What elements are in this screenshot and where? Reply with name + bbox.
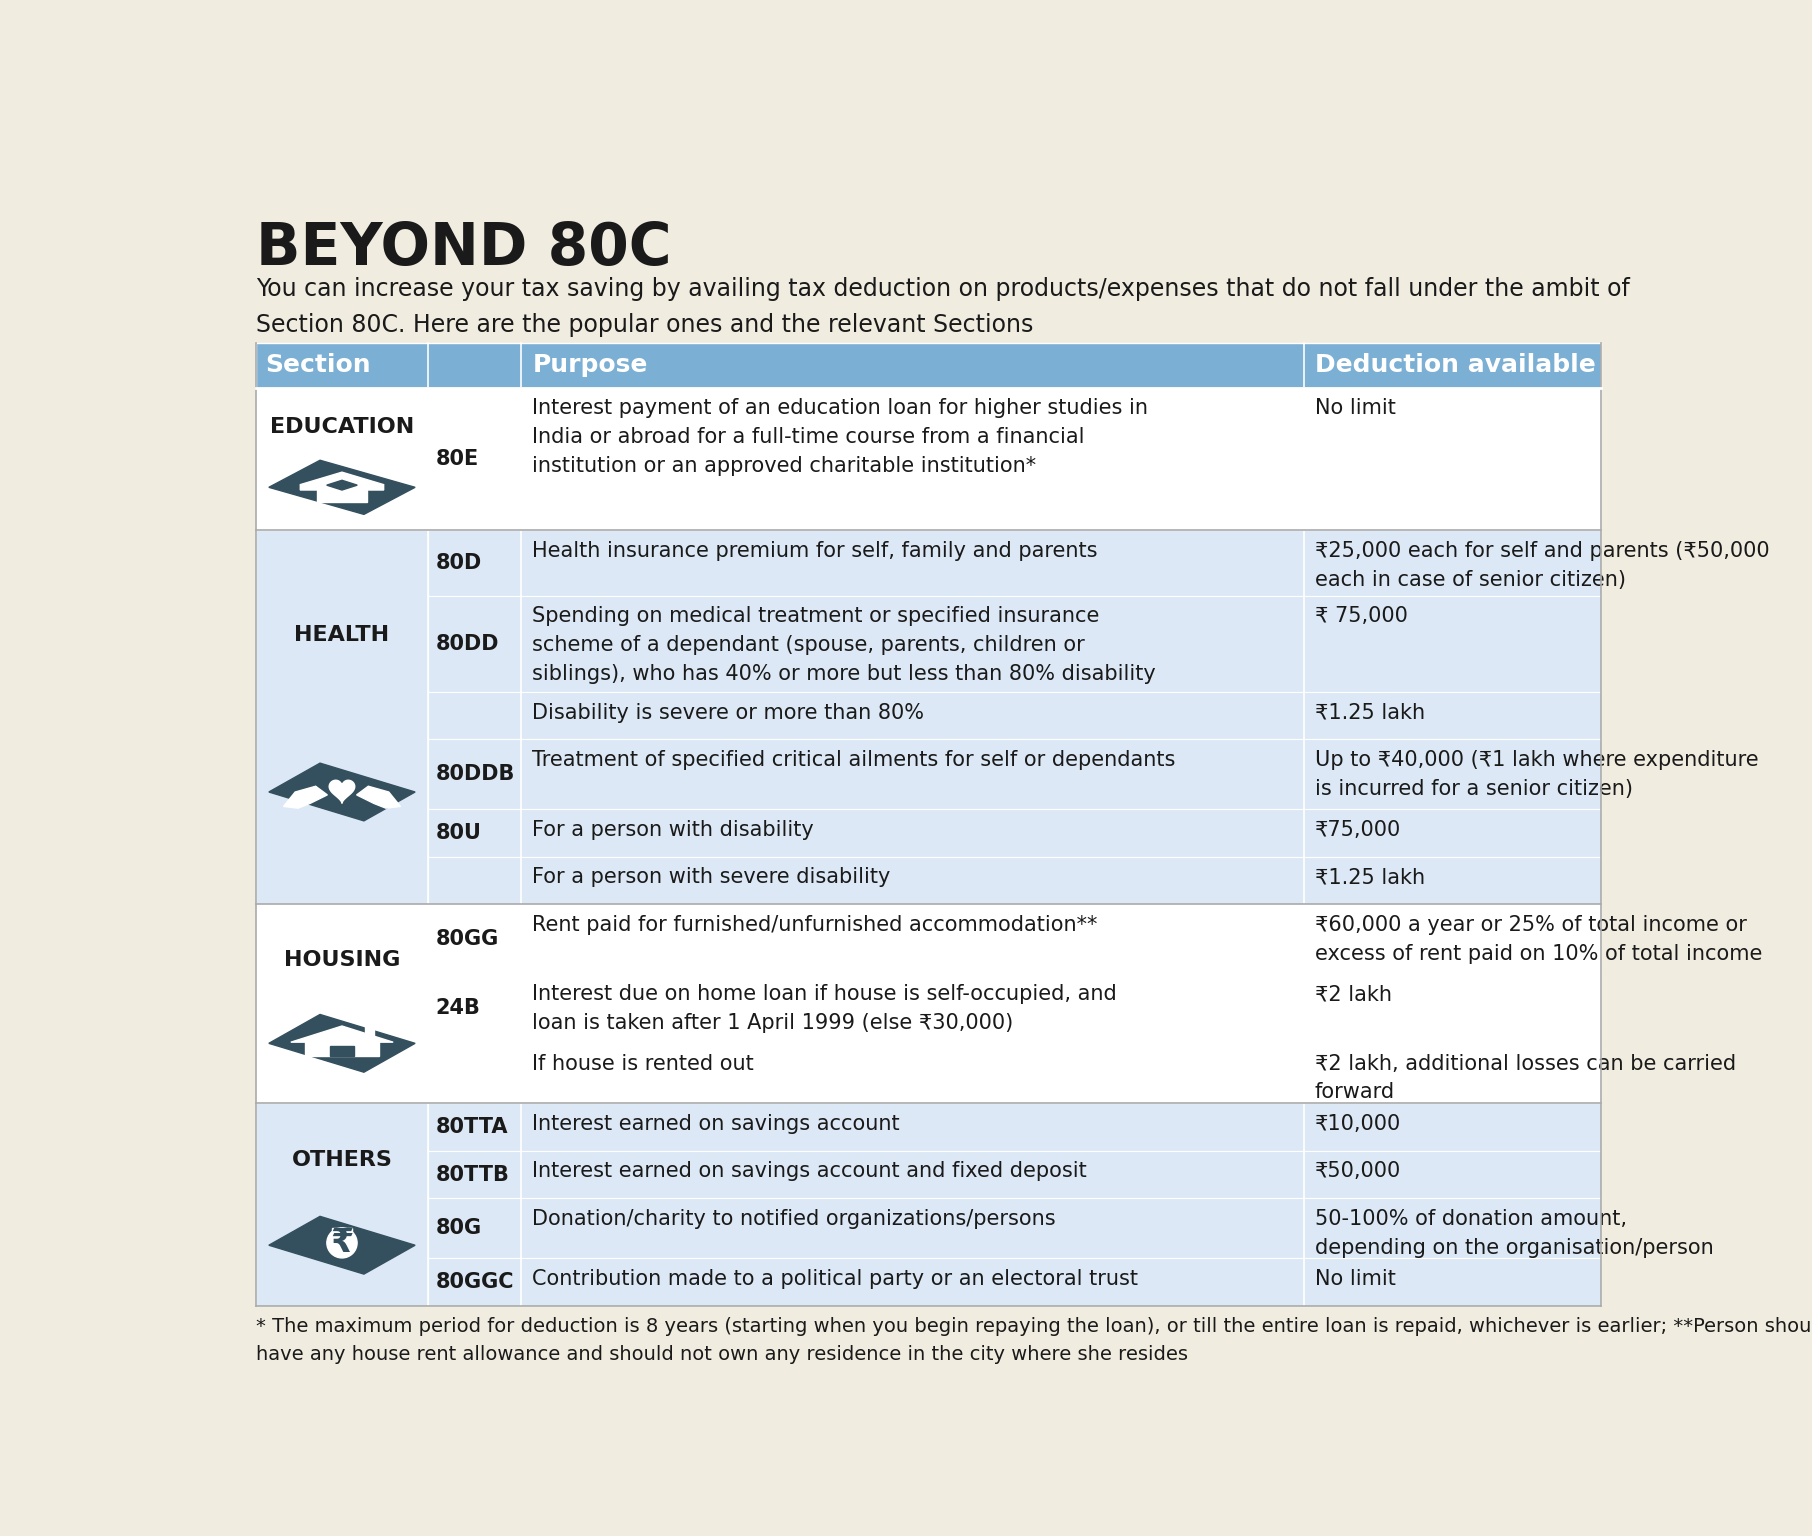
Text: Disability is severe or more than 80%: Disability is severe or more than 80%: [533, 702, 924, 722]
Text: 50-100% of donation amount,
depending on the organisation/person: 50-100% of donation amount, depending on…: [1314, 1209, 1714, 1258]
Text: ₹10,000: ₹10,000: [1314, 1114, 1401, 1134]
FancyBboxPatch shape: [428, 1150, 1602, 1198]
Text: Treatment of specified critical ailments for self or dependants: Treatment of specified critical ailments…: [533, 750, 1176, 770]
Text: Interest earned on savings account: Interest earned on savings account: [533, 1114, 899, 1134]
Text: 80GGC: 80GGC: [435, 1272, 515, 1292]
FancyBboxPatch shape: [428, 1043, 1602, 1103]
Text: ₹1.25 lakh: ₹1.25 lakh: [1314, 702, 1424, 722]
FancyBboxPatch shape: [428, 1198, 1602, 1258]
Polygon shape: [268, 1014, 415, 1072]
FancyBboxPatch shape: [255, 1103, 428, 1306]
FancyBboxPatch shape: [428, 739, 1602, 809]
Text: ₹75,000: ₹75,000: [1314, 820, 1401, 840]
Text: Interest earned on savings account and fixed deposit: Interest earned on savings account and f…: [533, 1161, 1087, 1181]
Polygon shape: [332, 1227, 352, 1232]
Text: HOUSING: HOUSING: [284, 949, 400, 969]
FancyBboxPatch shape: [428, 1258, 1602, 1306]
Text: 80D: 80D: [435, 553, 482, 573]
Polygon shape: [330, 780, 355, 803]
FancyBboxPatch shape: [428, 857, 1602, 905]
Text: Interest due on home loan if house is self-occupied, and
loan is taken after 1 A: Interest due on home loan if house is se…: [533, 985, 1116, 1034]
Text: If house is rented out: If house is rented out: [533, 1054, 754, 1074]
FancyBboxPatch shape: [428, 809, 1602, 857]
Text: 80G: 80G: [435, 1218, 482, 1238]
Circle shape: [326, 1227, 357, 1258]
Text: Rent paid for furnished/unfurnished accommodation**: Rent paid for furnished/unfurnished acco…: [533, 915, 1098, 935]
Text: 80DD: 80DD: [435, 634, 500, 654]
Text: HEALTH: HEALTH: [294, 625, 390, 645]
Text: 80TTB: 80TTB: [435, 1164, 509, 1184]
FancyBboxPatch shape: [428, 691, 1602, 739]
Text: 80E: 80E: [435, 449, 478, 468]
Text: Health insurance premium for self, family and parents: Health insurance premium for self, famil…: [533, 541, 1098, 561]
Polygon shape: [290, 1026, 393, 1043]
Text: ₹2 lakh: ₹2 lakh: [1314, 985, 1392, 1005]
FancyBboxPatch shape: [428, 1103, 1602, 1150]
Text: 80DDB: 80DDB: [435, 763, 515, 785]
Polygon shape: [357, 786, 400, 808]
Text: For a person with severe disability: For a person with severe disability: [533, 868, 890, 888]
FancyBboxPatch shape: [255, 530, 428, 905]
Text: 80GG: 80GG: [435, 929, 498, 949]
FancyBboxPatch shape: [428, 530, 1602, 596]
Text: Purpose: Purpose: [533, 353, 649, 378]
Text: ₹60,000 a year or 25% of total income or
excess of rent paid on 10% of total inc: ₹60,000 a year or 25% of total income or…: [1314, 915, 1761, 965]
Text: EDUCATION: EDUCATION: [270, 418, 415, 438]
Text: No limit: No limit: [1314, 1269, 1395, 1289]
Polygon shape: [268, 763, 415, 820]
Text: Spending on medical treatment or specified insurance
scheme of a dependant (spou: Spending on medical treatment or specifi…: [533, 607, 1156, 684]
Text: No limit: No limit: [1314, 398, 1395, 418]
Text: ₹50,000: ₹50,000: [1314, 1161, 1401, 1181]
Text: ₹25,000 each for self and parents (₹50,000
each in case of senior citizen): ₹25,000 each for self and parents (₹50,0…: [1314, 541, 1769, 590]
FancyBboxPatch shape: [428, 905, 1602, 974]
Text: 80U: 80U: [435, 823, 482, 843]
Text: ₹ 75,000: ₹ 75,000: [1314, 607, 1408, 627]
Text: 80TTA: 80TTA: [435, 1117, 507, 1137]
Text: ₹2 lakh, additional losses can be carried
forward: ₹2 lakh, additional losses can be carrie…: [1314, 1054, 1736, 1103]
Text: BEYOND 80C: BEYOND 80C: [255, 220, 672, 276]
Text: OTHERS: OTHERS: [292, 1150, 393, 1170]
FancyBboxPatch shape: [428, 974, 1602, 1043]
Polygon shape: [301, 472, 384, 490]
Text: Donation/charity to notified organizations/persons: Donation/charity to notified organizatio…: [533, 1209, 1055, 1229]
Polygon shape: [268, 1217, 415, 1273]
Text: 24B: 24B: [435, 998, 480, 1018]
Text: Contribution made to a political party or an electoral trust: Contribution made to a political party o…: [533, 1269, 1138, 1289]
Text: ₹1.25 lakh: ₹1.25 lakh: [1314, 868, 1424, 888]
Polygon shape: [317, 490, 368, 502]
Text: Section: Section: [265, 353, 371, 378]
Polygon shape: [330, 1046, 353, 1057]
Text: Deduction available: Deduction available: [1316, 353, 1596, 378]
Text: Up to ₹40,000 (₹1 lakh where expenditure
is incurred for a senior citizen): Up to ₹40,000 (₹1 lakh where expenditure…: [1314, 750, 1758, 799]
Text: * The maximum period for deduction is 8 years (starting when you begin repaying : * The maximum period for deduction is 8 …: [255, 1316, 1812, 1364]
Text: You can increase your tax saving by availing tax deduction on products/expenses : You can increase your tax saving by avai…: [255, 278, 1629, 336]
Text: For a person with disability: For a person with disability: [533, 820, 814, 840]
Polygon shape: [283, 786, 328, 808]
Polygon shape: [366, 1026, 373, 1037]
Text: Interest payment of an education loan for higher studies in
India or abroad for : Interest payment of an education loan fo…: [533, 398, 1147, 476]
Polygon shape: [326, 481, 357, 490]
FancyBboxPatch shape: [428, 387, 1602, 530]
Polygon shape: [306, 1043, 379, 1057]
FancyBboxPatch shape: [255, 905, 428, 1103]
FancyBboxPatch shape: [428, 596, 1602, 691]
FancyBboxPatch shape: [255, 343, 1602, 387]
FancyBboxPatch shape: [255, 387, 428, 530]
Polygon shape: [268, 461, 415, 515]
Text: ₹: ₹: [330, 1226, 353, 1260]
